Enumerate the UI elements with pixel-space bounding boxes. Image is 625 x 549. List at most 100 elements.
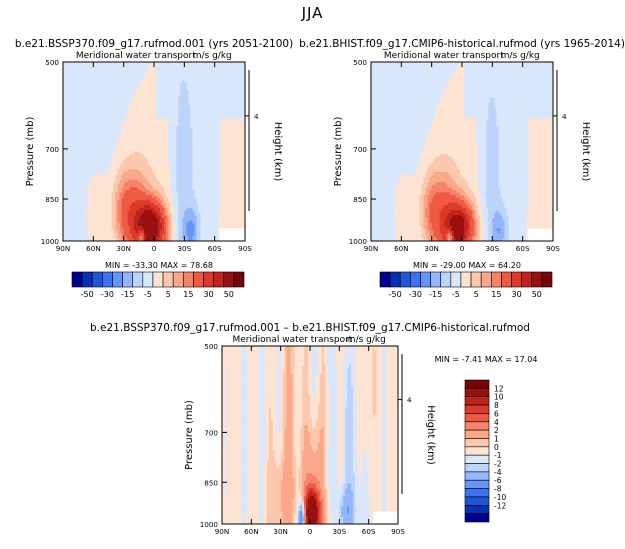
heat-cell: [89, 184, 92, 188]
heat-cell: [202, 64, 205, 68]
heat-cell: [137, 72, 141, 76]
heat-cell: [131, 69, 135, 73]
heat-cell: [65, 82, 68, 86]
heat-cell: [115, 189, 118, 193]
heat-cell: [89, 131, 92, 134]
heat-cell: [81, 161, 84, 165]
heat-cell: [95, 184, 98, 188]
heat-cell: [196, 146, 199, 150]
heat-cell: [204, 194, 207, 198]
heat-cell: [117, 102, 120, 106]
heat-cell: [172, 82, 175, 86]
heat-cell: [145, 118, 149, 122]
heat-cell: [79, 146, 82, 150]
heat-cell: [174, 225, 177, 229]
heat-cell: [67, 115, 70, 119]
heat-cell: [145, 95, 149, 99]
heat-cell: [162, 166, 165, 170]
heat-cell: [158, 62, 161, 65]
heat-cell: [176, 187, 179, 191]
heat-cell: [133, 225, 137, 229]
heat-cell: [133, 207, 137, 211]
heat-cell: [200, 159, 203, 163]
heat-cell: [151, 184, 155, 188]
heat-cell: [174, 164, 177, 168]
heat-cell: [133, 148, 137, 152]
heat-cell: [69, 223, 72, 227]
heat-cell: [131, 197, 135, 201]
heat-cell: [99, 72, 102, 76]
heat-cell: [147, 92, 151, 96]
heat-cell: [180, 228, 183, 232]
heat-cell: [105, 146, 108, 150]
heat-cell: [121, 100, 125, 104]
heat-cell: [111, 171, 114, 175]
heat-cell: [89, 154, 92, 157]
heat-cell: [123, 136, 127, 140]
heat-cell: [83, 123, 86, 127]
heat-cell: [149, 97, 153, 101]
heat-cell: [137, 194, 141, 198]
heat-cell: [105, 174, 108, 178]
heat-cell: [63, 125, 66, 129]
heat-cell: [115, 217, 118, 221]
heat-cell: [87, 108, 90, 111]
heat-cell: [73, 182, 76, 186]
heat-cell: [149, 210, 153, 214]
heat-cell: [69, 154, 72, 157]
heat-cell: [186, 92, 189, 96]
heat-cell: [139, 125, 143, 129]
heat-cell: [164, 85, 167, 88]
heat-cell: [186, 189, 189, 193]
heat-cell: [200, 215, 203, 219]
heat-cell: [202, 233, 205, 237]
heat-cell: [111, 223, 114, 227]
heat-cell: [67, 187, 70, 191]
heat-cell: [160, 235, 163, 239]
heat-cell: [190, 69, 193, 73]
heat-cell: [158, 166, 161, 170]
heat-cell: [160, 100, 163, 104]
heat-cell: [65, 85, 68, 88]
heat-cell: [111, 200, 114, 203]
heat-cell: [174, 207, 177, 211]
heat-cell: [149, 230, 153, 234]
heat-cell: [186, 120, 189, 124]
heat-cell: [147, 95, 151, 99]
heat-cell: [71, 215, 74, 219]
heat-cell: [198, 128, 201, 132]
heat-cell: [123, 233, 127, 237]
heat-cell: [65, 159, 68, 163]
heat-cell: [65, 194, 68, 198]
heat-cell: [196, 128, 199, 132]
heat-cell: [65, 223, 68, 227]
heat-cell: [200, 225, 203, 229]
heat-cell: [170, 79, 173, 83]
heat-cell: [143, 143, 147, 147]
heat-cell: [107, 210, 110, 214]
heat-cell: [63, 77, 66, 81]
heat-cell: [101, 235, 104, 239]
heat-cell: [131, 205, 135, 209]
heat-cell: [67, 154, 70, 157]
heat-cell: [103, 118, 106, 122]
heat-cell: [123, 200, 127, 203]
heat-cell: [107, 166, 110, 170]
heat-cell: [202, 90, 205, 94]
heat-cell: [75, 120, 78, 124]
heat-cell: [123, 146, 127, 150]
heat-cell: [200, 79, 203, 83]
heat-cell: [186, 177, 189, 180]
heat-cell: [139, 128, 143, 132]
heat-cell: [133, 151, 137, 155]
heat-cell: [111, 154, 114, 157]
heat-cell: [184, 225, 187, 229]
heat-cell: [133, 90, 137, 94]
heat-cell: [154, 202, 157, 206]
heat-cell: [200, 161, 203, 165]
heat-cell: [99, 125, 102, 129]
heat-cell: [87, 225, 90, 229]
heat-cell: [188, 64, 191, 68]
heat-cell: [137, 118, 141, 122]
heat-cell: [103, 192, 106, 196]
